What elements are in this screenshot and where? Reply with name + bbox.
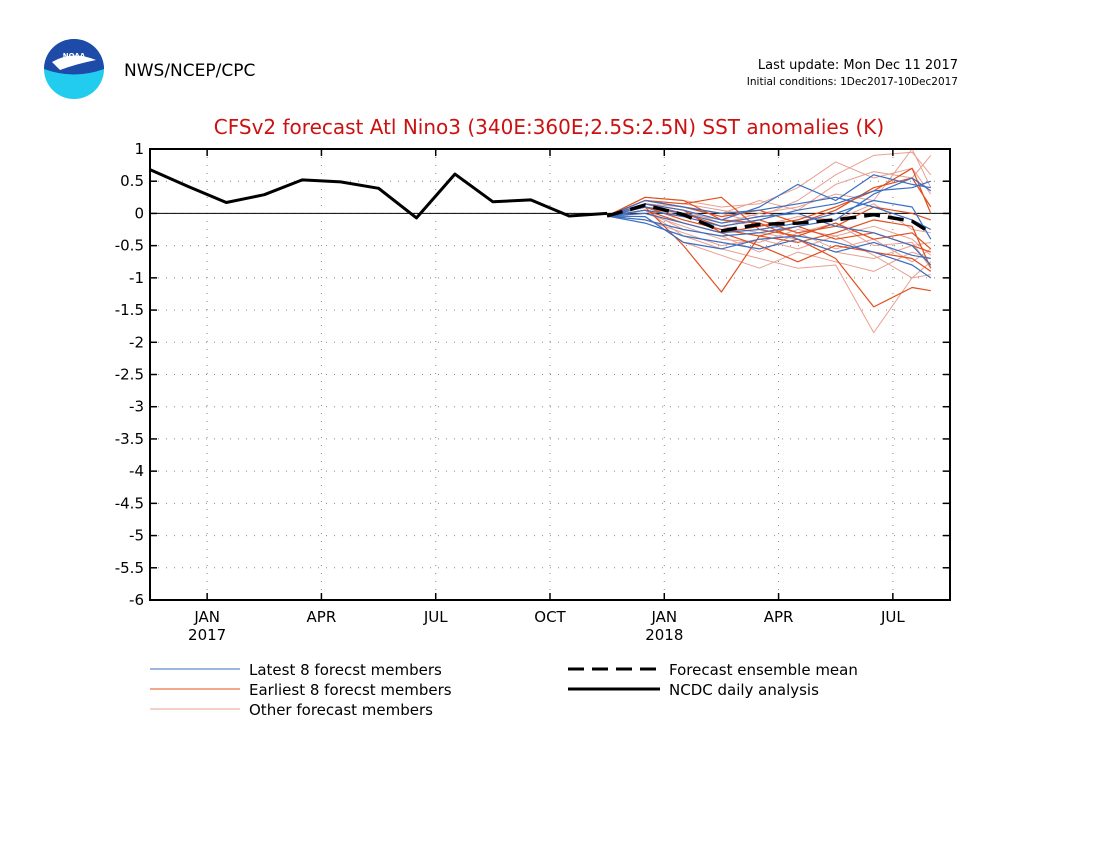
y-tick-label: 0.5 bbox=[120, 172, 144, 190]
x-tick-label: JUL bbox=[880, 608, 905, 626]
x-year-label: 2017 bbox=[188, 626, 226, 644]
y-tick-label: -2 bbox=[129, 333, 144, 351]
y-tick-label: -3.5 bbox=[115, 430, 144, 448]
latest-member-line bbox=[607, 199, 932, 240]
other-member-line bbox=[607, 209, 931, 334]
other-member-line bbox=[606, 155, 932, 217]
earliest-member-line bbox=[607, 209, 932, 272]
x-tick-label: APR bbox=[764, 608, 794, 626]
y-tick-label: -3 bbox=[129, 398, 144, 416]
y-tick-label: 1 bbox=[134, 140, 144, 158]
noaa-logo: NOAA bbox=[44, 39, 104, 99]
y-tick-label: -2.5 bbox=[115, 366, 144, 384]
chart-title: CFSv2 forecast Atl Nino3 (340E:360E;2.5S… bbox=[214, 115, 884, 139]
x-tick-label: OCT bbox=[534, 608, 566, 626]
x-tick-label: APR bbox=[307, 608, 337, 626]
y-tick-label: -0.5 bbox=[115, 237, 144, 255]
legend-mean-label: Forecast ensemble mean bbox=[669, 661, 858, 679]
analysis-line bbox=[149, 168, 608, 220]
x-tick-label: JAN bbox=[193, 608, 220, 626]
y-tick-label: -1.5 bbox=[115, 301, 144, 319]
other-member-line bbox=[607, 209, 932, 263]
latest-member-line bbox=[606, 215, 931, 260]
y-tick-label: -6 bbox=[129, 591, 144, 609]
x-year-label: 2018 bbox=[645, 626, 683, 644]
y-tick-label: -4.5 bbox=[115, 494, 144, 512]
legend-analysis-label: NCDC daily analysis bbox=[669, 681, 819, 699]
legend-latest-label: Latest 8 forecst members bbox=[249, 661, 442, 679]
earliest-member-line bbox=[606, 196, 932, 250]
legend-earliest-label: Earliest 8 forecst members bbox=[249, 681, 452, 699]
y-tick-label: -5 bbox=[129, 527, 144, 545]
grid bbox=[150, 149, 950, 600]
latest-member-line bbox=[606, 196, 932, 231]
x-tick-label: JUL bbox=[423, 608, 448, 626]
last-update: Last update: Mon Dec 11 2017 bbox=[758, 58, 958, 73]
noaa-bird-icon bbox=[52, 55, 96, 70]
ensemble-mean-line bbox=[606, 203, 932, 235]
y-tick-label: -4 bbox=[129, 462, 144, 480]
y-tick-label: -5.5 bbox=[115, 559, 144, 577]
x-tick-label: JAN bbox=[650, 608, 677, 626]
other-member-line bbox=[606, 206, 931, 259]
series-layer bbox=[149, 148, 932, 334]
latest-member-line bbox=[607, 180, 931, 227]
legend: Latest 8 forecst members Earliest 8 fore… bbox=[150, 661, 858, 719]
earliest-member-line bbox=[606, 206, 932, 293]
latest-member-line bbox=[606, 174, 931, 221]
latest-member-line bbox=[607, 177, 932, 237]
noaa-logo-text: NOAA bbox=[63, 52, 86, 60]
y-tick-label: -1 bbox=[129, 269, 144, 287]
initial-conditions: Initial conditions: 1Dec2017-10Dec2017 bbox=[747, 76, 958, 88]
org-label: NWS/NCEP/CPC bbox=[124, 61, 255, 81]
y-tick-label: 0 bbox=[134, 204, 144, 222]
y-axis: 1 0.5 0 -0.5 -1 -1.5 -2 -2.5 -3 -3.5 -4 -4.5 -5 -5.5 -… bbox=[115, 140, 950, 609]
legend-other-label: Other forecast members bbox=[249, 701, 433, 719]
